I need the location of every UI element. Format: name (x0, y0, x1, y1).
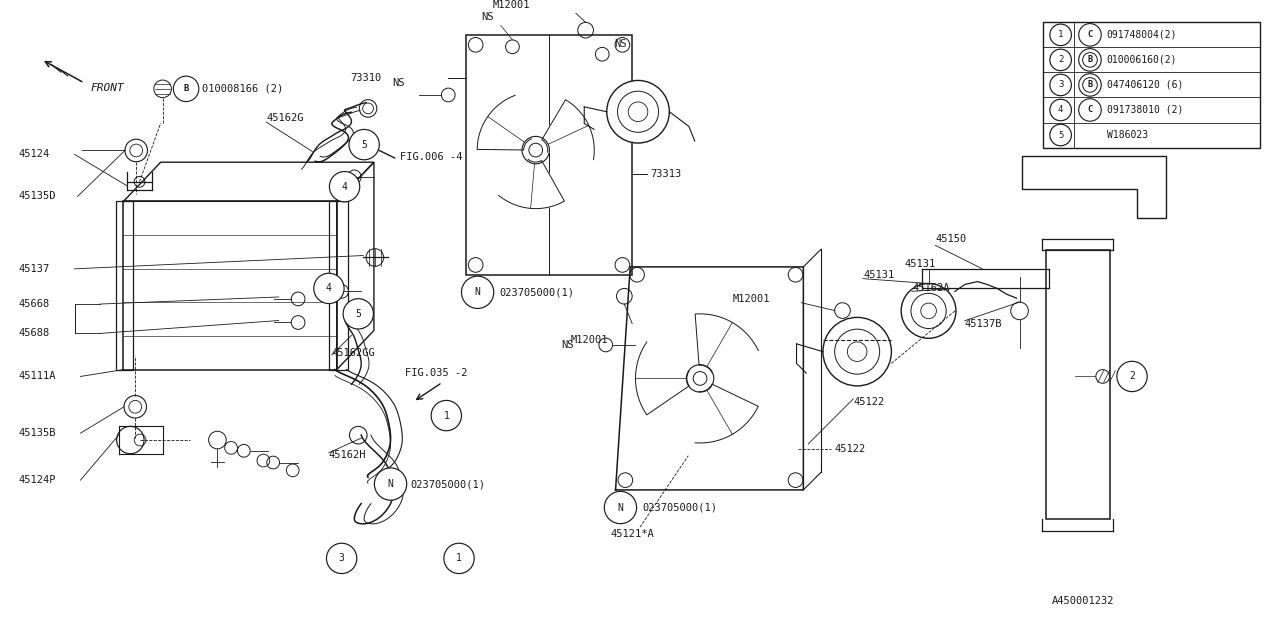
Polygon shape (541, 100, 594, 159)
Text: B: B (1087, 81, 1093, 90)
Bar (1043, 22, 1261, 148)
Text: 091748004(2): 091748004(2) (1107, 30, 1178, 40)
Text: NS: NS (614, 40, 626, 49)
Text: 45162GG: 45162GG (332, 348, 375, 358)
Circle shape (314, 273, 344, 303)
Text: 45162A: 45162A (911, 284, 950, 293)
Text: 010006160(2): 010006160(2) (1107, 55, 1178, 65)
Text: M12001: M12001 (493, 0, 530, 10)
Circle shape (462, 276, 494, 308)
Text: N: N (475, 287, 480, 298)
Circle shape (607, 81, 669, 143)
Text: 010008166 (2): 010008166 (2) (202, 84, 283, 94)
Circle shape (349, 129, 379, 160)
Text: 45688: 45688 (19, 328, 50, 339)
Text: 1: 1 (443, 411, 449, 420)
Circle shape (823, 317, 891, 386)
Text: 73313: 73313 (650, 169, 681, 179)
Text: M12001: M12001 (733, 294, 771, 304)
Bar (466, 35, 632, 275)
Text: FIG.006 -4: FIG.006 -4 (401, 152, 463, 163)
Text: M12001: M12001 (571, 335, 608, 345)
Polygon shape (477, 95, 531, 150)
Circle shape (1050, 124, 1071, 146)
Text: FIG.035 -2: FIG.035 -2 (406, 367, 467, 378)
Text: 1: 1 (1059, 30, 1064, 39)
Text: 45121*A: 45121*A (611, 529, 654, 539)
Text: NS: NS (561, 340, 573, 350)
Text: 45135B: 45135B (19, 428, 56, 438)
Text: 2: 2 (1059, 56, 1064, 65)
Text: 023705000(1): 023705000(1) (643, 502, 717, 513)
Text: FRONT: FRONT (90, 83, 124, 93)
Text: 45124: 45124 (19, 149, 50, 159)
Text: 5: 5 (1059, 131, 1064, 140)
Polygon shape (636, 342, 689, 415)
Circle shape (444, 543, 474, 573)
Circle shape (1050, 49, 1071, 70)
Text: 4: 4 (326, 284, 332, 293)
Circle shape (326, 543, 357, 573)
Circle shape (375, 468, 407, 500)
Text: N: N (617, 502, 623, 513)
Text: 4: 4 (342, 182, 347, 191)
Text: 45131: 45131 (904, 259, 936, 269)
Text: 73310: 73310 (351, 73, 381, 83)
Text: 023705000(1): 023705000(1) (410, 479, 485, 489)
Circle shape (1050, 99, 1071, 121)
Text: B: B (183, 84, 188, 93)
Text: C: C (1087, 106, 1093, 115)
Text: 3: 3 (339, 554, 344, 563)
Text: 091738010 (2): 091738010 (2) (1107, 105, 1183, 115)
Text: A450001232: A450001232 (1052, 596, 1115, 607)
Circle shape (604, 492, 636, 524)
Polygon shape (695, 384, 758, 443)
Polygon shape (695, 314, 758, 372)
Text: 4: 4 (1059, 106, 1064, 115)
Circle shape (431, 401, 462, 431)
Text: 45122: 45122 (835, 444, 865, 454)
Text: 1: 1 (456, 554, 462, 563)
Text: 45135D: 45135D (19, 191, 56, 202)
Circle shape (686, 365, 714, 392)
Circle shape (901, 284, 956, 339)
Circle shape (1050, 74, 1071, 96)
Circle shape (343, 299, 374, 329)
Text: 047406120 (6): 047406120 (6) (1107, 80, 1183, 90)
Text: B: B (1087, 56, 1093, 65)
Circle shape (522, 136, 549, 164)
Text: C: C (1087, 30, 1093, 39)
Text: 45137B: 45137B (965, 319, 1002, 328)
Circle shape (329, 172, 360, 202)
Text: 5: 5 (356, 309, 361, 319)
Text: NS: NS (393, 78, 404, 88)
Text: 45162H: 45162H (329, 450, 366, 460)
Text: W186023: W186023 (1107, 130, 1148, 140)
Circle shape (1050, 24, 1071, 45)
Text: 45137: 45137 (19, 264, 50, 274)
Text: 45124P: 45124P (19, 475, 56, 485)
Text: 45131: 45131 (863, 269, 895, 280)
Text: 2: 2 (1129, 371, 1135, 381)
Bar (1046, 250, 1110, 519)
Text: 5: 5 (361, 140, 367, 150)
Text: 023705000(1): 023705000(1) (499, 287, 575, 298)
Text: N: N (388, 479, 393, 489)
Polygon shape (499, 159, 564, 209)
Text: 45122: 45122 (854, 397, 884, 407)
Text: 3: 3 (1059, 81, 1064, 90)
Text: 45150: 45150 (936, 234, 966, 244)
Text: 45668: 45668 (19, 299, 50, 309)
Text: 45162G: 45162G (266, 113, 303, 123)
Text: 45111A: 45111A (19, 371, 56, 381)
Text: NS: NS (481, 12, 494, 22)
Circle shape (1117, 362, 1147, 392)
